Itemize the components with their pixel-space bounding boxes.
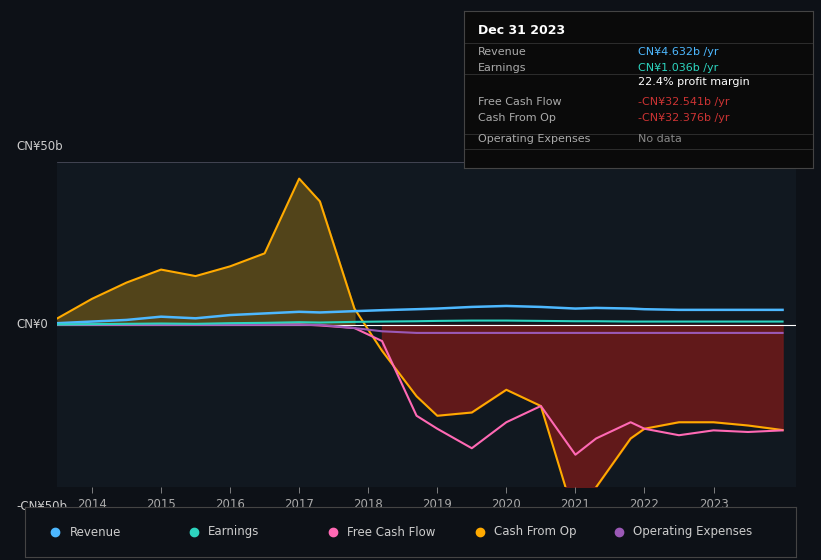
Text: Revenue: Revenue <box>478 47 526 57</box>
Text: Earnings: Earnings <box>209 525 259 539</box>
Text: Earnings: Earnings <box>478 63 526 73</box>
Text: Dec 31 2023: Dec 31 2023 <box>478 24 565 37</box>
Text: Revenue: Revenue <box>70 525 121 539</box>
Text: Free Cash Flow: Free Cash Flow <box>347 525 436 539</box>
Text: CN¥0: CN¥0 <box>17 318 48 332</box>
Text: Operating Expenses: Operating Expenses <box>478 133 590 143</box>
Text: Operating Expenses: Operating Expenses <box>633 525 752 539</box>
Text: Free Cash Flow: Free Cash Flow <box>478 97 562 108</box>
Text: CN¥1.036b /yr: CN¥1.036b /yr <box>639 63 718 73</box>
Text: -CN¥32.541b /yr: -CN¥32.541b /yr <box>639 97 730 108</box>
Text: CN¥50b: CN¥50b <box>17 139 63 153</box>
Text: Cash From Op: Cash From Op <box>478 113 556 123</box>
Text: Cash From Op: Cash From Op <box>494 525 576 539</box>
Text: -CN¥32.376b /yr: -CN¥32.376b /yr <box>639 113 730 123</box>
Text: 22.4% profit margin: 22.4% profit margin <box>639 77 750 87</box>
Text: No data: No data <box>639 133 682 143</box>
Text: -CN¥50b: -CN¥50b <box>17 500 68 513</box>
Text: CN¥4.632b /yr: CN¥4.632b /yr <box>639 47 719 57</box>
